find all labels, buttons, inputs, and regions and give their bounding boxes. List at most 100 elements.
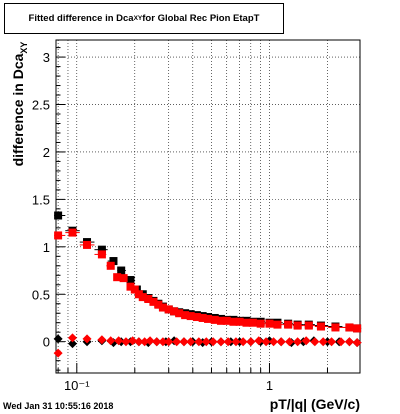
data-point-red-diamond [223,337,233,347]
data-point-black-diamond [53,334,63,344]
data-point-red-square [284,320,293,329]
data-point-red-square [316,322,325,331]
data-point-red-square [119,274,128,283]
data-point-red-diamond [172,337,182,347]
data-point-red-diamond [344,337,354,347]
chart-title: Fitted difference in Dca XY for Global Re… [4,3,284,34]
data-point-red-diamond [216,337,226,347]
data-point-red-diamond [134,337,144,347]
data-point-red-diamond [208,337,218,347]
plot-frame [55,39,361,374]
data-point-red-diamond [231,337,241,347]
data-point-black-square [117,266,126,275]
data-point-red-diamond [179,337,189,347]
data-point-red-diamond [152,337,162,347]
data-point-red-square [181,311,190,320]
data-point-black-square [109,257,118,266]
data-point-red-square [353,324,362,333]
data-point-red-square [175,309,184,318]
data-point-red-diamond [276,337,286,347]
data-point-red-square [149,297,158,306]
data-point-red-diamond [67,333,77,343]
data-point-red-diamond [201,337,211,347]
data-point-red-square [164,305,173,314]
data-point-red-square [158,303,167,312]
y-tick-label: 1.5 [32,192,50,207]
data-point-red-diamond [114,336,124,346]
data-point-red-square [273,320,282,329]
data-point-red-square [198,313,207,322]
data-point-red-diamond [194,337,204,347]
data-point-red-diamond [82,334,92,344]
y-tick-label: 0 [43,335,50,350]
data-point-red-diamond [254,336,264,346]
data-point-red-square [113,273,122,282]
x-axis-label: pT/|q| (GeV/c) [269,396,360,412]
data-point-red-square [331,323,340,332]
data-point-red-diamond [121,337,131,347]
data-point-red-diamond [238,337,248,347]
data-point-red-square [304,321,313,330]
data-point-red-square [54,231,63,240]
data-point-red-square [97,250,106,259]
ylabel-main: difference in Dca [10,53,26,167]
y-tick-label: 3 [43,50,50,65]
data-point-red-diamond [128,336,138,346]
data-point-red-square [170,307,179,316]
data-point-red-diamond [246,337,256,347]
data-point-red-diamond [97,335,107,345]
axes: 10⁻¹ 1 0 0.5 1 1.5 2 2.5 3 [32,47,328,393]
data-point-red-square [265,319,274,328]
data-point-red-square [144,295,153,303]
data-point-red-square [204,314,213,323]
y-tick-label: 2 [43,145,50,160]
title-post: for Global Rec Pion EtapT [142,13,260,24]
data-point-red-square [229,317,238,326]
title-pre: Fitted difference in Dca [28,13,134,24]
ylabel-sub: XY [18,41,29,54]
data-point-red-diamond [53,348,63,358]
data-point-red-square [83,240,92,249]
data-point-red-diamond [318,337,328,347]
data-point-red-square [222,316,231,325]
data-point-red-diamond [261,337,271,347]
y-axis-label: difference in DcaXY [10,19,30,189]
data-point-red-diamond [301,336,311,346]
data-point-red-diamond [352,338,362,348]
data-point-red-diamond [327,337,337,347]
x-tick-label: 10⁻¹ [64,378,90,393]
data-point-red-diamond [336,337,346,347]
data-point-red-diamond [164,337,174,347]
data-point-red-square [126,282,135,291]
data-point-red-square [192,313,201,322]
data-point-red-square [293,321,302,330]
data-point-red-square [186,312,195,321]
data-point-red-square [216,316,225,325]
title-sub: XY [133,15,143,22]
data-marks [53,211,362,358]
data-point-red-diamond [106,336,116,346]
data-point-red-square [106,261,115,270]
data-point-red-square [235,317,244,326]
data-point-red-diamond [269,337,279,347]
data-point-red-square [68,228,77,237]
data-point-red-square [210,315,219,324]
data-point-red-square [242,318,251,327]
data-point-red-square [256,319,265,328]
data-point-black-square [126,276,135,285]
timestamp: Wed Jan 31 10:55:16 2018 [3,401,114,411]
data-point-red-square [248,318,257,327]
data-point-red-diamond [284,337,294,347]
data-point-red-square [345,323,354,332]
data-point-black-square [97,245,106,254]
y-tick-label: 1 [43,240,50,255]
data-point-red-diamond [158,337,168,347]
x-tick-label: 1 [266,378,273,393]
y-tick-label: 0.5 [32,287,50,302]
data-point-black-square [54,211,63,220]
data-point-black-diamond [67,339,77,349]
data-point-red-square [154,300,163,309]
data-point-red-diamond [310,337,320,347]
data-point-red-diamond [145,336,155,346]
